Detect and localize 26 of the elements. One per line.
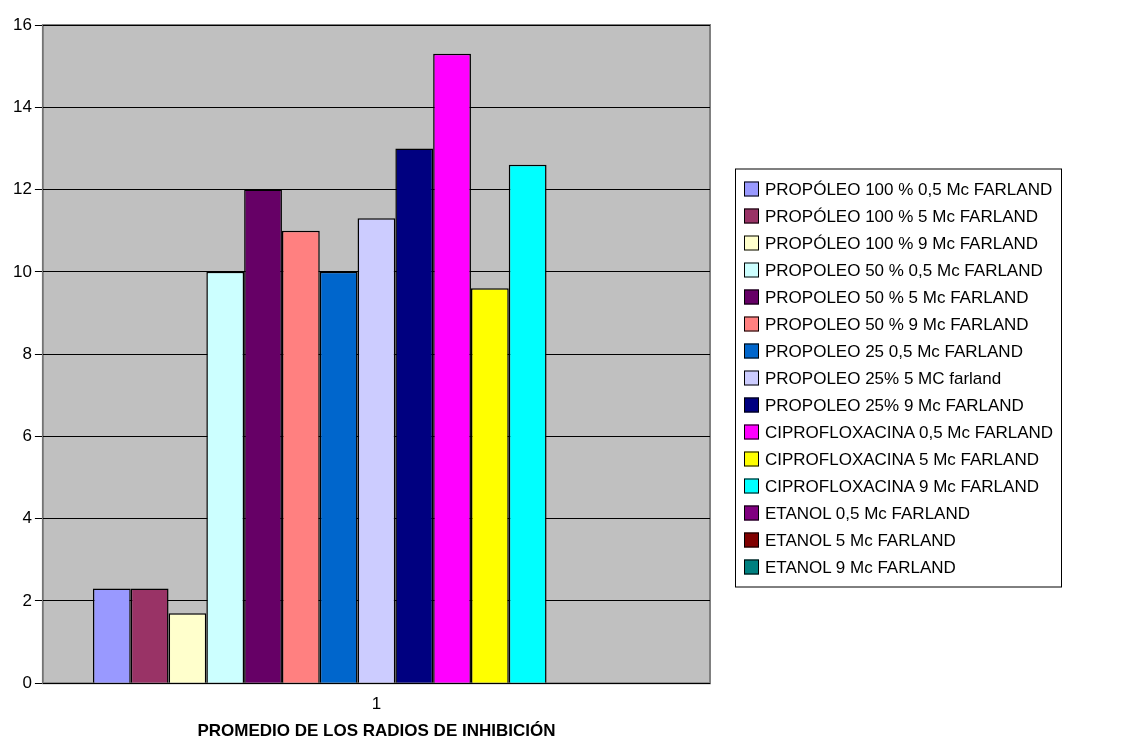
legend-label: PROPOLEO 50 % 9 Mc FARLAND — [765, 314, 1029, 334]
legend-label: CIPROFLOXACINA 9 Mc FARLAND — [765, 476, 1039, 496]
legend-label: CIPROFLOXACINA 0,5 Mc FARLAND — [765, 422, 1054, 442]
legend-label: PROPÓLEO 100 % 9 Mc FARLAND — [765, 233, 1039, 253]
y-tick-label: 2 — [22, 590, 32, 610]
legend-label: ETANOL 5 Mc FARLAND — [765, 530, 956, 550]
legend-label: PROPOLEO 25% 5 MC farland — [765, 368, 1002, 388]
y-tick-label: 10 — [12, 261, 32, 281]
legend-label: PROPOLEO 25 0,5 Mc FARLAND — [765, 341, 1023, 361]
legend-label: PROPOLEO 50 % 0,5 Mc FARLAND — [765, 260, 1043, 280]
y-tick-label: 14 — [12, 96, 32, 116]
y-tick-label: 0 — [22, 672, 32, 692]
x-axis-title: PROMEDIO DE LOS RADIOS DE INHIBICIÓN — [197, 721, 556, 741]
legend-label: PROPÓLEO 100 % 0,5 Mc FARLAND — [765, 179, 1053, 199]
legend-label: PROPOLEO 50 % 5 Mc FARLAND — [765, 287, 1029, 307]
y-tick-label: 6 — [22, 426, 32, 446]
y-tick-label: 12 — [12, 179, 32, 199]
x-tick-label: 1 — [371, 694, 382, 714]
legend-label: PROPÓLEO 100 % 5 Mc FARLAND — [765, 206, 1039, 226]
legend-label: ETANOL 9 Mc FARLAND — [765, 557, 956, 577]
legend-label: PROPOLEO 25% 9 Mc FARLAND — [765, 395, 1024, 415]
y-tick-label: 16 — [12, 14, 32, 34]
legend-label: CIPROFLOXACINA 5 Mc FARLAND — [765, 449, 1039, 469]
y-tick-label: 4 — [22, 508, 32, 528]
legend-label: ETANOL 0,5 Mc FARLAND — [765, 503, 970, 523]
y-tick-label: 8 — [22, 343, 32, 363]
